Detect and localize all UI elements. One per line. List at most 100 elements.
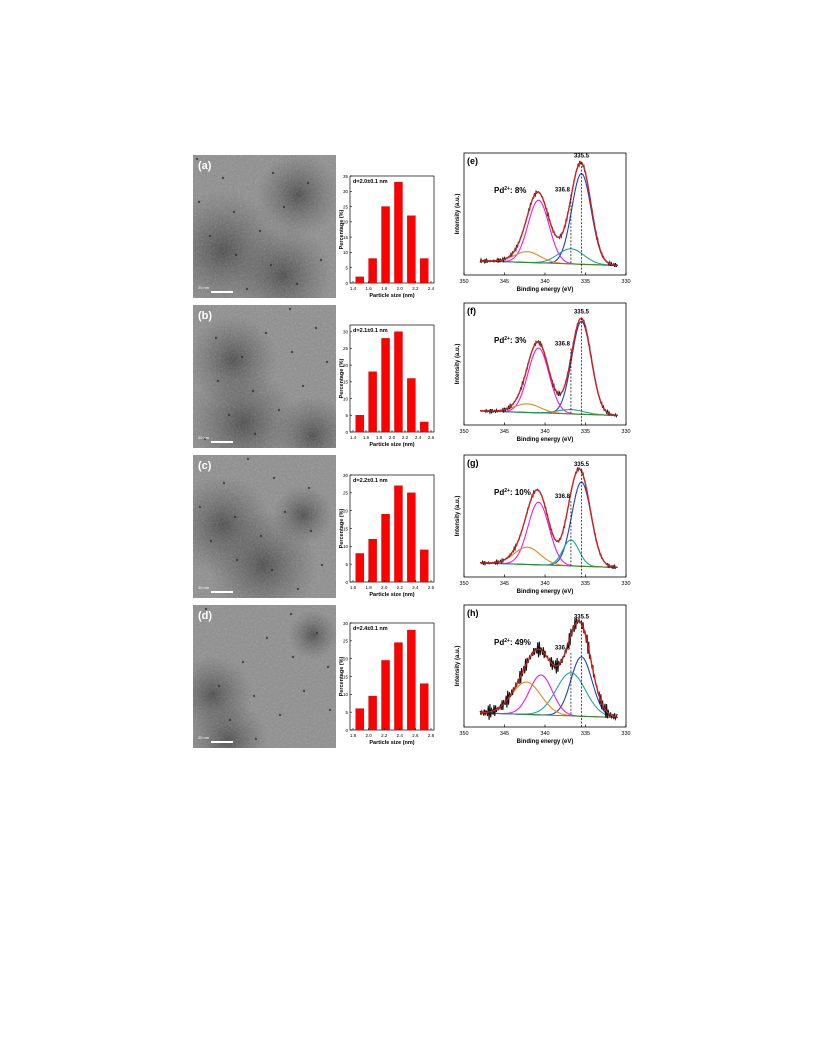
- histogram-title: d=2.2±0.1 nm: [353, 478, 388, 484]
- y-tick-label: 5: [345, 266, 348, 271]
- y-tick-label: 20: [343, 656, 349, 661]
- envelope-fit: [480, 161, 618, 266]
- pd2-fraction-label: Pd2+: 3%: [494, 336, 526, 345]
- histogram-b: 0 5 10 15 20 25 30 1.4 1.6 1.8 2.0 2.2 2.4 2.6 d=2.1±0…: [339, 324, 435, 448]
- x-tick-label: 2.0: [365, 733, 372, 738]
- nanoparticle: [232, 210, 236, 214]
- histogram-bar: [381, 660, 390, 731]
- x-tick-label: 2.2: [412, 286, 419, 291]
- y-axis-label: Percentage (%): [339, 358, 345, 398]
- y-axis-label: Percentage (%): [339, 656, 345, 696]
- tem-grain: [193, 605, 336, 748]
- x-axis-label: Particle size (nm): [369, 442, 414, 448]
- x-axis-label: Particle size (nm): [369, 592, 414, 598]
- y-tick-label: 25: [343, 204, 349, 209]
- nanoparticle: [290, 350, 294, 354]
- y-tick-label: 20: [343, 508, 349, 513]
- x-tick-label: 330: [621, 279, 630, 285]
- x-tick-label: 1.4: [350, 286, 357, 291]
- scale-bar-label: 20 nm: [198, 435, 210, 440]
- x-tick-label: 1.4: [350, 435, 357, 440]
- nanoparticle: [288, 307, 292, 311]
- x-tick-label: 350: [459, 731, 468, 737]
- x-tick-label: 345: [500, 731, 509, 737]
- histogram-bar: [420, 683, 429, 731]
- nanoparticle: [195, 157, 199, 161]
- y-tick-label: 10: [343, 396, 349, 401]
- nanoparticle: [217, 684, 221, 688]
- x-tick-label: 1.8: [365, 585, 372, 590]
- y-tick-label: 25: [343, 639, 349, 644]
- x-tick-label: 2.6: [412, 733, 419, 738]
- nanoparticle: [222, 481, 226, 485]
- x-tick-label: 2.4: [428, 286, 435, 291]
- y-tick-label: 20: [343, 220, 349, 225]
- peak-label-second: 336.8: [555, 646, 571, 652]
- nanoparticle: [228, 718, 232, 722]
- nanoparticle: [270, 568, 274, 572]
- nanoparticle: [272, 476, 276, 480]
- x-tick-label: 350: [459, 279, 468, 285]
- x-tick-label: 340: [540, 429, 549, 435]
- nanoparticle: [245, 287, 249, 291]
- plot-frame: [463, 302, 627, 426]
- nanoparticle: [227, 413, 231, 417]
- histogram-d: 0 5 10 15 20 25 30 1.8 2.0 2.2 2.4 2.6 2.8 d=2.4±0.1 …: [339, 621, 435, 746]
- baseline: [480, 410, 618, 416]
- experimental-spectrum: [479, 160, 618, 268]
- x-tick-label: 2.0: [397, 286, 404, 291]
- peak-label-main: 335.5: [574, 614, 590, 620]
- y-tick-label: 0: [345, 580, 348, 585]
- histogram-bar: [394, 331, 403, 433]
- histogram-bar: [355, 415, 364, 433]
- histogram-title: d=2.4±0.1 nm: [353, 626, 388, 632]
- panel-label: (g): [467, 458, 479, 468]
- x-tick-label: 350: [459, 429, 468, 435]
- tem-grain: [193, 305, 336, 448]
- x-tick-label: 335: [581, 279, 590, 285]
- y-tick-label: 20: [343, 363, 349, 368]
- nanoparticle: [295, 282, 299, 286]
- x-tick-label: 350: [459, 581, 468, 587]
- nanoparticle: [282, 205, 286, 209]
- y-tick-label: 25: [343, 346, 349, 351]
- y-tick-label: 30: [343, 473, 349, 478]
- baseline: [480, 260, 618, 266]
- nanoparticle: [253, 432, 257, 436]
- panel-label: (a): [198, 160, 212, 172]
- nanoparticle: [271, 171, 275, 175]
- nanoparticle: [278, 713, 282, 717]
- nanoparticle: [259, 534, 263, 538]
- nanoparticle: [198, 505, 202, 509]
- nanoparticle: [302, 689, 306, 693]
- x-tick-label: 335: [581, 581, 590, 587]
- peak-label-second: 336.8: [555, 188, 571, 194]
- pd2-fraction-label: Pd2+: 8%: [494, 186, 526, 195]
- y-tick-label: 5: [345, 413, 348, 418]
- nanoparticle: [301, 384, 305, 388]
- nanoparticle: [246, 457, 250, 461]
- x-tick-label: 2.0: [389, 435, 396, 440]
- x-tick-label: 1.8: [381, 286, 388, 291]
- peak-label-main: 335.5: [574, 462, 590, 468]
- nanoparticle: [314, 326, 318, 330]
- histogram-bar: [368, 258, 377, 284]
- plot-frame: [463, 152, 627, 276]
- x-tick-label: 2.2: [397, 585, 404, 590]
- histogram-bar: [355, 708, 364, 731]
- nanoparticle: [277, 408, 281, 412]
- xps-spectrum-g: 350 345 340 335 330 (g) 335.5 336.8 Pd2+: 10% Bin…: [455, 454, 631, 595]
- tem-image-b: (b) 20 nm: [193, 305, 336, 448]
- nanoparticle: [241, 660, 245, 664]
- histogram-bar: [368, 538, 377, 583]
- histogram-bar: [381, 338, 390, 433]
- histogram-bar: [368, 695, 377, 731]
- x-axis-label: Binding energy (eV): [517, 437, 574, 443]
- x-tick-label: 345: [500, 279, 509, 285]
- histogram-title: d=2.1±0.1 nm: [353, 328, 388, 334]
- nanoparticle: [209, 539, 213, 543]
- x-tick-label: 1.6: [363, 435, 370, 440]
- nanoparticle: [326, 665, 330, 669]
- nanoparticle: [240, 355, 244, 359]
- x-tick-label: 2.6: [428, 435, 435, 440]
